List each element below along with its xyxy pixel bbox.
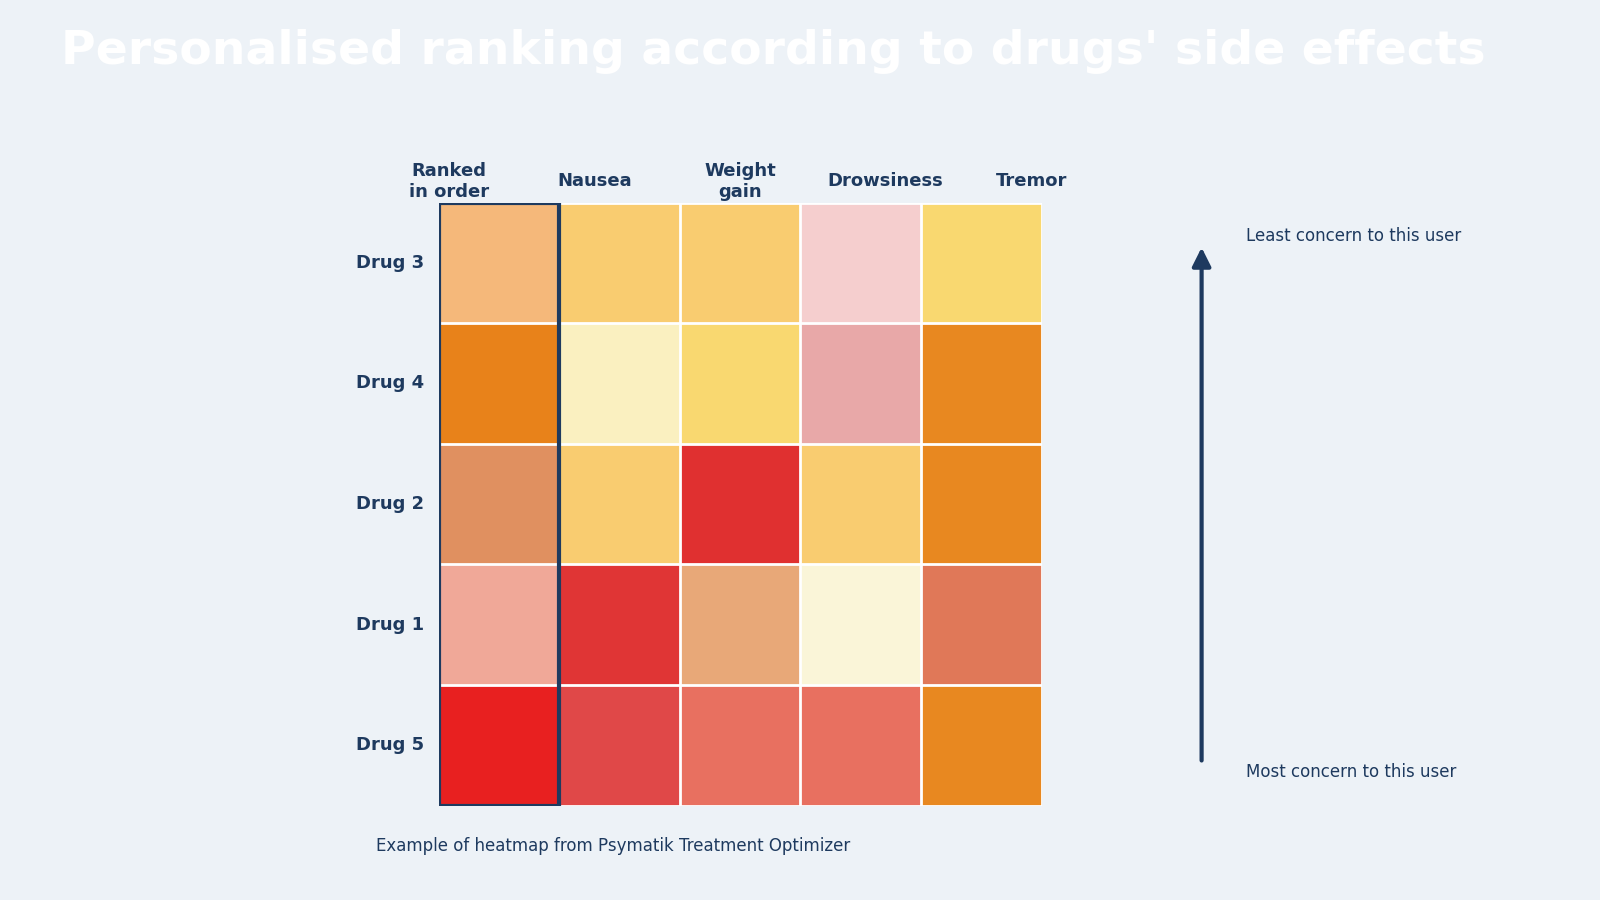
- Bar: [800, 202, 922, 323]
- Bar: [438, 202, 558, 806]
- Bar: [922, 202, 1042, 323]
- Bar: [680, 323, 800, 444]
- Bar: [558, 444, 680, 564]
- Text: Drug 3: Drug 3: [355, 254, 424, 272]
- Bar: [680, 202, 800, 323]
- Bar: [558, 323, 680, 444]
- Bar: [800, 564, 922, 685]
- Text: Nausea: Nausea: [557, 172, 632, 190]
- Bar: [922, 685, 1042, 806]
- Bar: [680, 444, 800, 564]
- Text: Least concern to this user: Least concern to this user: [1246, 227, 1462, 245]
- Bar: [558, 685, 680, 806]
- Bar: [922, 564, 1042, 685]
- Text: Personalised ranking according to drugs' side effects: Personalised ranking according to drugs'…: [61, 29, 1485, 75]
- Bar: [438, 202, 558, 323]
- Text: Drug 4: Drug 4: [355, 374, 424, 392]
- Text: Drug 5: Drug 5: [355, 736, 424, 754]
- Text: Tremor: Tremor: [995, 172, 1067, 190]
- Bar: [558, 202, 680, 323]
- Bar: [680, 685, 800, 806]
- Text: Drug 1: Drug 1: [355, 616, 424, 634]
- Bar: [800, 323, 922, 444]
- Bar: [438, 444, 558, 564]
- Text: Most concern to this user: Most concern to this user: [1246, 763, 1456, 781]
- Text: Weight
gain: Weight gain: [704, 162, 776, 201]
- Bar: [800, 685, 922, 806]
- Bar: [438, 564, 558, 685]
- Text: Drug 2: Drug 2: [355, 495, 424, 513]
- Text: Example of heatmap from Psymatik Treatment Optimizer: Example of heatmap from Psymatik Treatme…: [376, 837, 850, 855]
- Bar: [800, 444, 922, 564]
- Bar: [438, 685, 558, 806]
- Text: Ranked
in order: Ranked in order: [408, 162, 490, 201]
- Bar: [438, 323, 558, 444]
- Bar: [680, 564, 800, 685]
- Bar: [558, 564, 680, 685]
- Text: Drowsiness: Drowsiness: [827, 172, 944, 190]
- Bar: [922, 444, 1042, 564]
- Bar: [922, 323, 1042, 444]
